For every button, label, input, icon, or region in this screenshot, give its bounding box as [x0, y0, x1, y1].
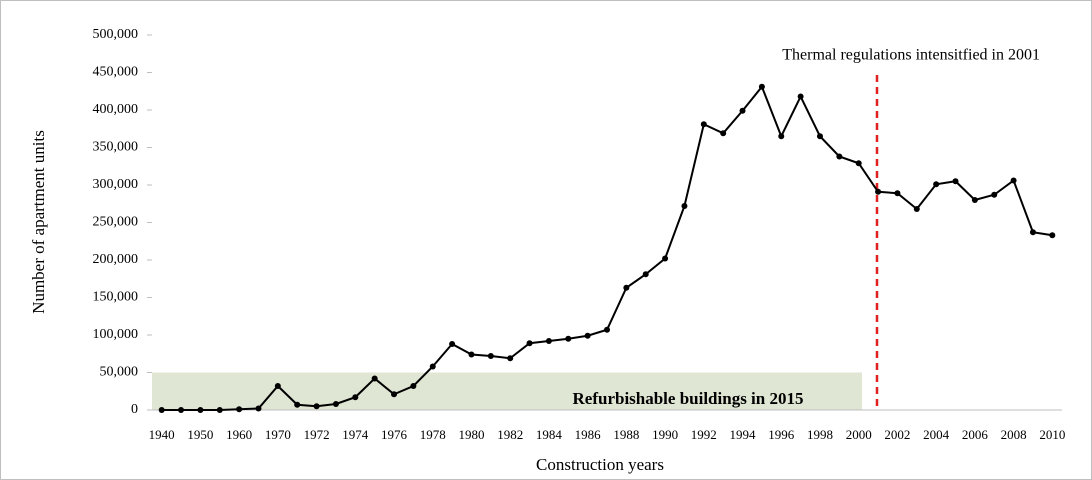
x-tick-label: 1986 [575, 427, 602, 442]
point [971, 197, 978, 203]
point [429, 363, 436, 370]
x-tick-label: 1974 [342, 427, 369, 442]
x-tick-label: 1996 [768, 427, 795, 442]
y-tick-label: 50,000 [100, 365, 139, 380]
point [913, 206, 920, 212]
point [604, 326, 610, 333]
y-tick-label: 0 [131, 402, 138, 417]
point [487, 353, 494, 359]
x-tick-label: 2004 [923, 427, 950, 442]
point [216, 407, 223, 413]
point [255, 405, 262, 412]
point [178, 407, 185, 413]
point [468, 351, 475, 358]
point [1049, 232, 1056, 239]
x-tick-label: 1940 [149, 427, 175, 442]
point [720, 130, 727, 137]
point [816, 133, 823, 140]
point [1029, 229, 1036, 236]
point [545, 338, 552, 344]
point [875, 188, 882, 195]
point [739, 107, 746, 114]
x-tick-label: 1982 [497, 427, 523, 442]
point [526, 340, 533, 347]
x-tick-label: 1984 [536, 427, 563, 442]
point [313, 403, 320, 410]
point [507, 355, 514, 362]
point [410, 383, 417, 389]
x-tick-label: 1950 [187, 427, 213, 442]
point [642, 271, 649, 278]
y-tick-label: 250,000 [93, 215, 139, 230]
point [158, 407, 165, 413]
point [294, 401, 301, 408]
y-tick-label: 400,000 [93, 102, 139, 117]
y-axis-title: Number of apartment units [29, 130, 48, 314]
point [778, 133, 785, 140]
y-tick-label: 450,000 [93, 65, 139, 80]
x-tick-label: 1990 [652, 427, 678, 442]
x-tick-label: 2006 [962, 427, 989, 442]
point [894, 190, 901, 197]
point [391, 391, 398, 398]
x-tick-label: 1994 [730, 427, 757, 442]
point [952, 178, 959, 185]
point [855, 160, 862, 167]
x-tick-label: 2008 [1001, 427, 1027, 442]
band-label: Refurbishable buildings in 2015 [573, 389, 804, 408]
point [449, 341, 456, 347]
point [584, 332, 591, 339]
point [1010, 177, 1017, 184]
x-tick-label: 2002 [884, 427, 910, 442]
point [991, 191, 998, 198]
y-tick-label: 500,000 [93, 27, 139, 42]
x-tick-label: 2000 [846, 427, 872, 442]
point [623, 284, 630, 291]
point [681, 203, 688, 209]
series-line [161, 84, 1053, 411]
point [933, 181, 940, 188]
annotation: Thermal regulations intensitfied in 2001 [782, 47, 1040, 64]
point [565, 335, 572, 342]
y-tick-label: 100,000 [93, 327, 139, 342]
y-tick-label: 350,000 [93, 140, 139, 155]
point [758, 83, 765, 90]
x-tick-label: 1970 [265, 427, 291, 442]
x-tick-label: 1992 [691, 427, 717, 442]
y-tick-label: 200,000 [93, 252, 139, 267]
x-tick-label: 1978 [420, 427, 446, 442]
point [797, 93, 804, 100]
x-tick-label: 1976 [381, 427, 408, 442]
point [662, 255, 669, 262]
y-tick-label: 150,000 [93, 290, 139, 305]
point [236, 406, 243, 413]
point [197, 407, 204, 413]
x-axis-title: Construction years [536, 455, 664, 474]
x-tick-label: 2010 [1039, 427, 1065, 442]
point [700, 121, 707, 128]
point [352, 394, 359, 401]
x-tick-label: 1998 [807, 427, 833, 442]
x-tick-label: 1988 [613, 427, 639, 442]
x-tick-label: 1960 [226, 427, 252, 442]
point [274, 383, 281, 389]
refurbishable-band [152, 372, 862, 410]
point [371, 375, 378, 382]
y-tick-label: 300,000 [93, 177, 139, 192]
x-tick-label: 1980 [458, 427, 484, 442]
point [836, 153, 843, 160]
point [332, 401, 339, 407]
x-tick-label: 1972 [304, 427, 330, 442]
